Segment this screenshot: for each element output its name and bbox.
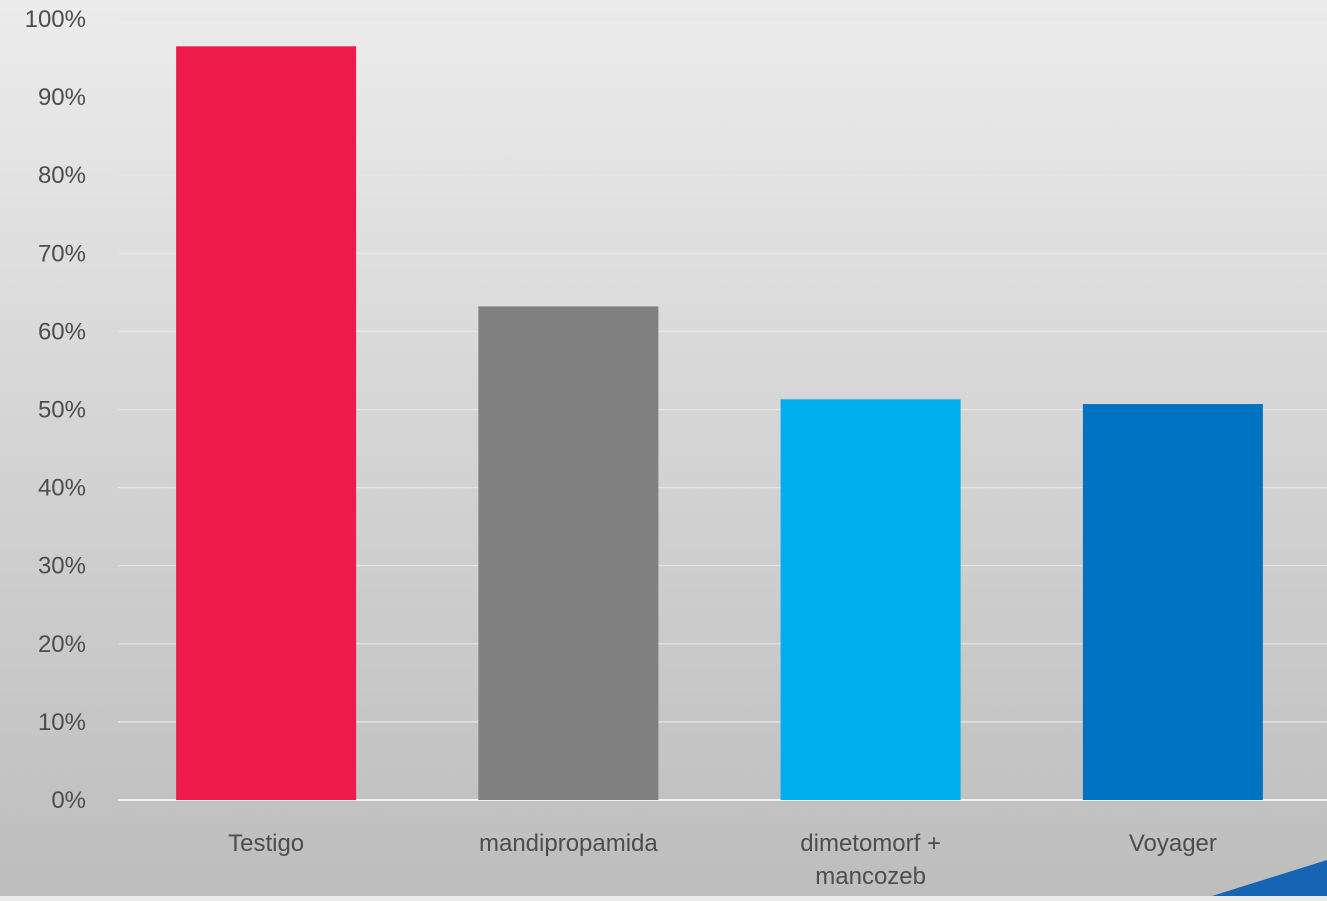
- y-tick-label: 20%: [38, 631, 86, 658]
- y-tick-label: 60%: [38, 318, 86, 345]
- y-tick-label: 70%: [38, 240, 86, 267]
- x-tick-label: Voyager: [1129, 830, 1217, 857]
- y-tick-label: 100%: [25, 6, 86, 33]
- y-tick-label: 10%: [38, 709, 86, 736]
- bar-voyager: [1082, 404, 1263, 800]
- x-tick-label: dimetomorf + mancozeb: [800, 830, 941, 890]
- corner-accent-shape: [1212, 860, 1327, 896]
- bar-mandipropamida: [478, 306, 659, 800]
- x-tick-label: mandipropamida: [479, 830, 658, 857]
- y-tick-label: 90%: [38, 84, 86, 111]
- x-axis: Testigo mandipropamida dimetomorf + mancoze…: [228, 830, 1217, 890]
- y-axis: 0% 10% 20% 30% 40% 50% 60% 70% 80% 90% 100%: [25, 6, 86, 814]
- x-tick-label: Testigo: [228, 830, 304, 857]
- y-tick-label: 30%: [38, 553, 86, 580]
- bars-layer: [176, 46, 1263, 800]
- y-tick-label: 40%: [38, 475, 86, 502]
- bar-dimetomorf-mancozeb: [780, 399, 961, 800]
- y-tick-label: 80%: [38, 162, 86, 189]
- y-tick-label: 50%: [38, 397, 86, 424]
- y-tick-label: 0%: [51, 787, 86, 814]
- bar-testigo: [176, 46, 357, 800]
